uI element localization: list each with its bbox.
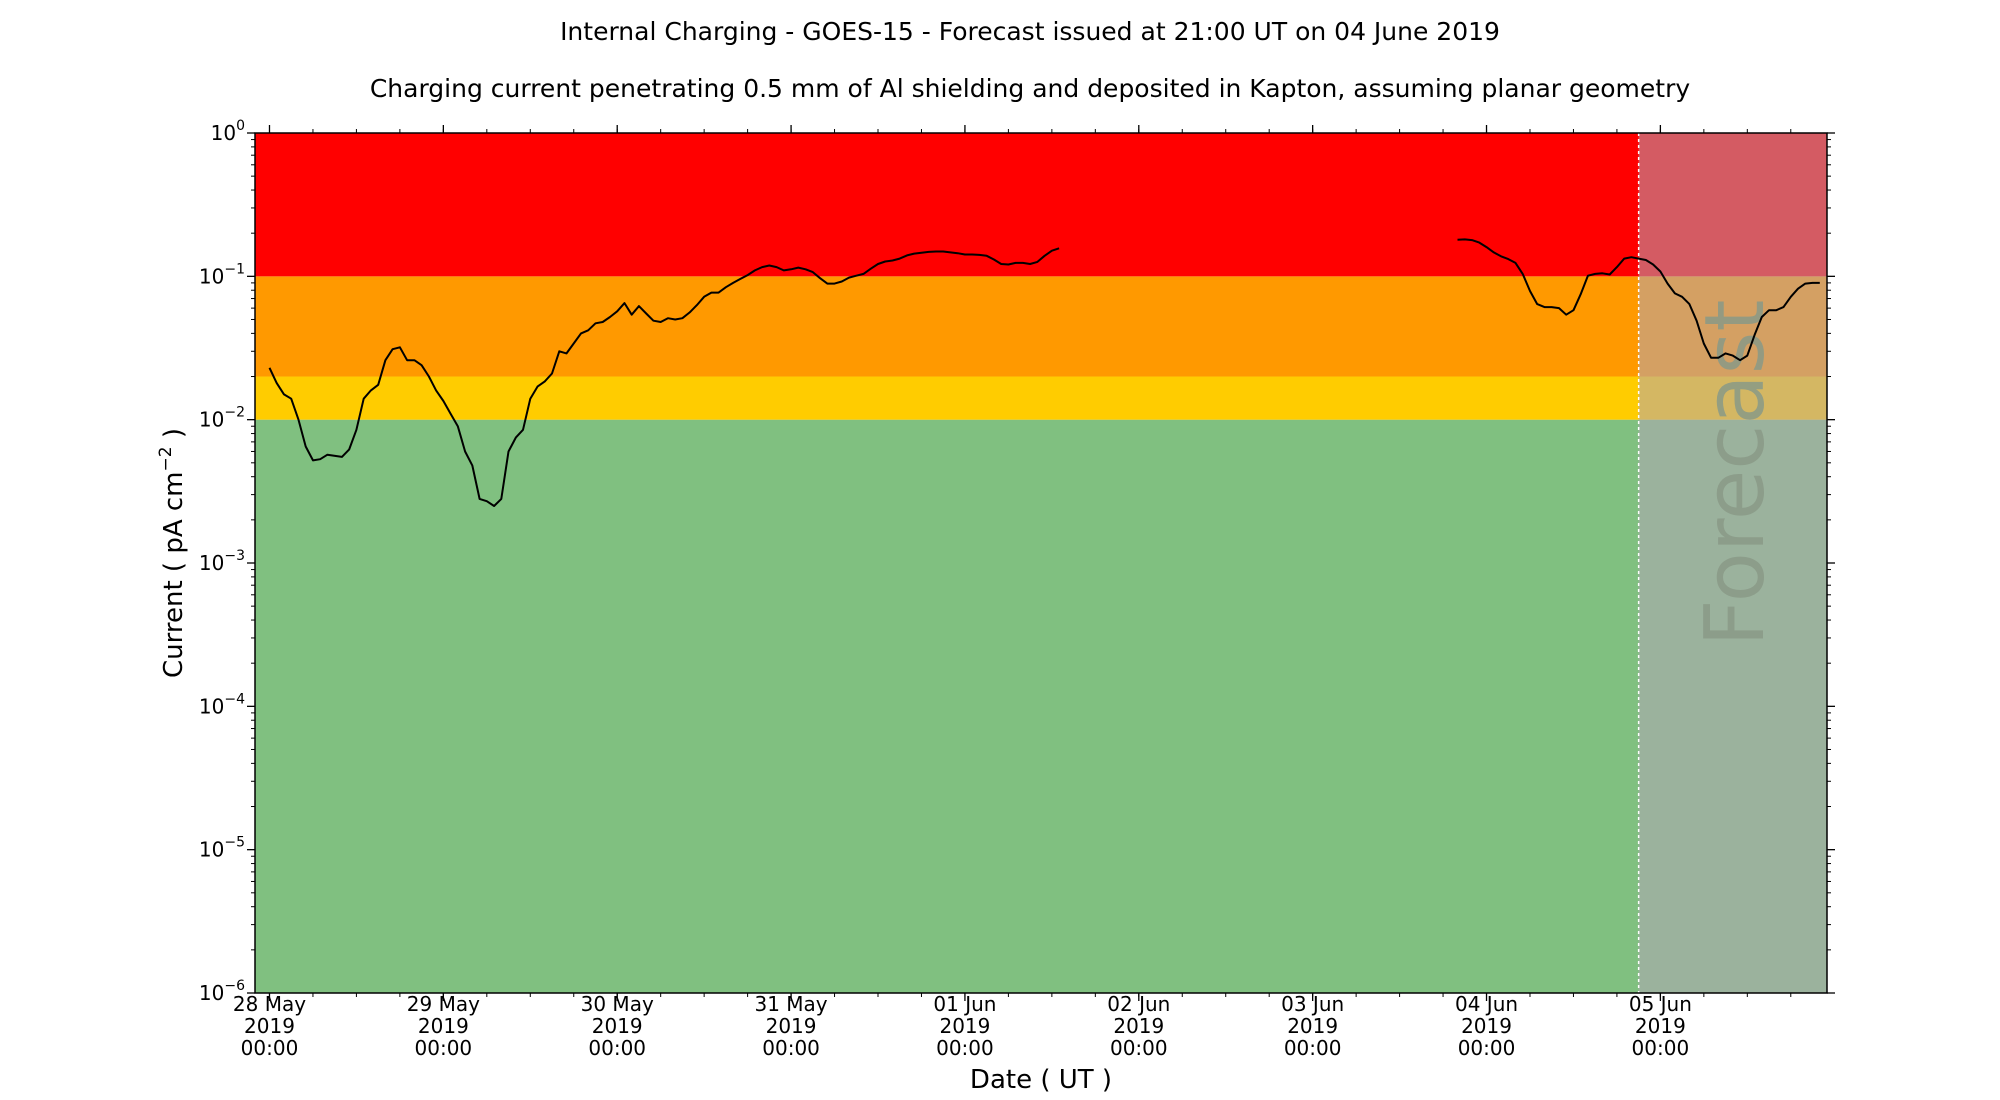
forecast-region: Forecast	[1637, 133, 1827, 993]
x-tick-label: 2019	[244, 1014, 295, 1038]
y-tick-label: 10−6	[199, 978, 245, 1005]
x-tick-label: 2019	[1287, 1014, 1338, 1038]
x-tick-label: 00:00	[1458, 1036, 1516, 1060]
series-line-segment-0	[268, 247, 1060, 507]
y-axis: 10−6 10−5 10−4 10−3 10−2 10−1 100	[199, 118, 1835, 1005]
forecast-label: Forecast	[1688, 300, 1783, 647]
x-tick-label: 02 Jun	[1107, 992, 1170, 1016]
x-tick-label: 04 Jun	[1455, 992, 1518, 1016]
x-tick-label: 00:00	[1632, 1036, 1690, 1060]
chart-title: Internal Charging - GOES-15 - Forecast i…	[560, 17, 1500, 46]
x-axis-label: Date ( UT )	[970, 1065, 1112, 1095]
x-tick-label: 00:00	[1284, 1036, 1342, 1060]
y-tick-label: 10−3	[199, 548, 245, 575]
x-tick-label: 2019	[1113, 1014, 1164, 1038]
x-tick-label: 00:00	[762, 1036, 820, 1060]
x-tick-label: 03 Jun	[1281, 992, 1344, 1016]
x-tick-label: 2019	[1461, 1014, 1512, 1038]
x-tick-label: 00:00	[936, 1036, 994, 1060]
risk-band-1	[255, 376, 1827, 420]
risk-band-0	[255, 419, 1827, 994]
x-tick-label: 00:00	[588, 1036, 646, 1060]
x-tick-label: 05 Jun	[1629, 992, 1692, 1016]
y-tick-label: 100	[211, 118, 245, 145]
y-tick-label: 10−2	[199, 405, 245, 432]
y-tick-label: 10−1	[199, 261, 245, 288]
risk-bands	[255, 133, 1827, 994]
x-tick-label: 2019	[766, 1014, 817, 1038]
y-tick-label: 10−5	[199, 835, 245, 862]
x-tick-label: 31 May	[754, 992, 827, 1016]
forecast-overlay	[1638, 133, 1827, 993]
risk-band-2	[255, 276, 1827, 377]
y-tick-label: 10−4	[199, 691, 245, 718]
x-tick-label: 30 May	[581, 992, 654, 1016]
x-tick-label: 29 May	[407, 992, 480, 1016]
x-tick-label: 00:00	[415, 1036, 473, 1060]
y-axis-label: Current ( pA cm−2 )	[156, 428, 189, 678]
x-tick-label: 2019	[592, 1014, 643, 1038]
current-series	[268, 238, 1820, 507]
x-tick-label: 00:00	[241, 1036, 299, 1060]
x-tick-label: 2019	[418, 1014, 469, 1038]
x-tick-label: 2019	[939, 1014, 990, 1038]
x-tick-label: 01 Jun	[933, 992, 996, 1016]
chart-subtitle: Charging current penetrating 0.5 mm of A…	[370, 74, 1691, 103]
x-tick-label: 00:00	[1110, 1036, 1168, 1060]
series-line-segment-1	[1457, 238, 1820, 362]
x-tick-label: 2019	[1635, 1014, 1686, 1038]
x-tick-label: 28 May	[233, 992, 306, 1016]
risk-band-3	[255, 133, 1827, 277]
